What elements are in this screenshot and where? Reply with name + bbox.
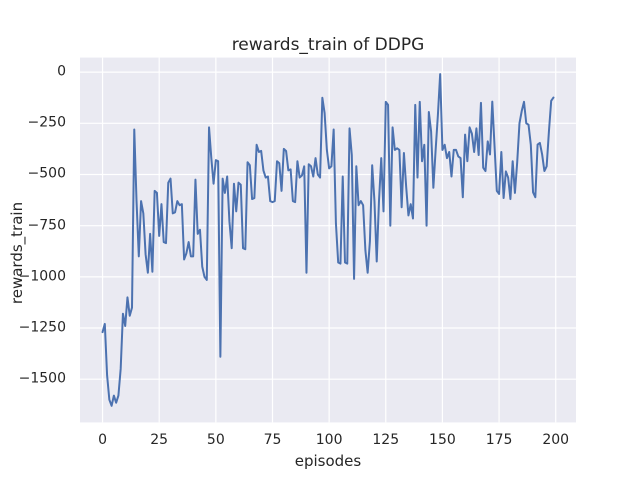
- x-axis-label: episodes: [294, 452, 362, 470]
- axes-background: [80, 57, 576, 423]
- y-tick-label: −1500: [18, 370, 66, 387]
- y-tick-label: −750: [27, 217, 66, 234]
- x-tick-label: 100: [315, 432, 343, 448]
- y-tick-label: −500: [27, 165, 66, 182]
- x-tick-label: 0: [98, 432, 107, 448]
- y-tick-label: −1250: [18, 319, 66, 336]
- y-tick-label: −1000: [18, 268, 66, 285]
- chart-title: rewards_train of DDPG: [231, 35, 425, 55]
- x-tick-label: 50: [206, 432, 225, 448]
- x-tick-label: 200: [542, 432, 570, 448]
- x-tick-label: 125: [372, 432, 400, 448]
- x-tick-label: 25: [150, 432, 169, 448]
- reward-line-series: [101, 73, 555, 407]
- x-tick-label: 175: [485, 432, 513, 448]
- x-tick-label: 150: [429, 432, 456, 448]
- x-tick-label: 75: [263, 432, 282, 448]
- y-tick-label: −250: [27, 114, 66, 131]
- y-tick-label: 0: [57, 63, 66, 80]
